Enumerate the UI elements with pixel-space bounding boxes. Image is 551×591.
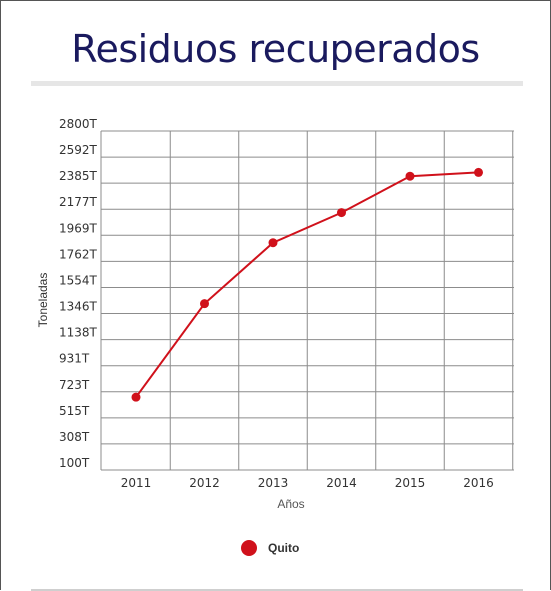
- data-point[interactable]: [131, 392, 141, 402]
- chart-legend[interactable]: Quito: [241, 540, 299, 556]
- data-point[interactable]: [337, 208, 346, 218]
- chart-grid: [100, 130, 514, 471]
- x-tick-label: 2015: [395, 476, 426, 490]
- x-tick-label: 2013: [258, 476, 289, 490]
- x-axis-ticks: 2011 2012 2013 2014 2015 2016: [121, 476, 494, 490]
- y-tick-label: 515T: [59, 404, 90, 418]
- y-tick-label: 1969T: [59, 221, 98, 235]
- series-quito: [131, 167, 483, 402]
- y-tick-label: 723T: [59, 378, 90, 392]
- y-tick-label: 1138T: [59, 326, 98, 340]
- y-tick-label: 308T: [59, 430, 90, 444]
- x-tick-label: 2016: [463, 476, 494, 490]
- data-point[interactable]: [474, 167, 483, 177]
- y-tick-label: 931T: [59, 352, 90, 366]
- series-line: [135, 171, 479, 398]
- x-tick-label: 2014: [326, 476, 357, 490]
- y-tick-label: 1762T: [59, 247, 98, 261]
- bottom-divider: [31, 589, 523, 591]
- data-point[interactable]: [200, 299, 209, 309]
- legend-marker: [241, 540, 257, 556]
- x-axis-label: Años: [277, 497, 304, 511]
- line-chart: 100T 308T 515T 723T 931T 1138T 1346T 1554T 1762T…: [36, 117, 514, 511]
- data-point[interactable]: [405, 171, 415, 181]
- y-tick-label: 100T: [59, 456, 90, 470]
- legend-label-quito: Quito: [268, 541, 300, 555]
- y-tick-label: 2385T: [59, 169, 98, 183]
- y-axis-ticks: 100T 308T 515T 723T 931T 1138T 1346T 1554T 1762T…: [59, 117, 98, 470]
- y-tick-label: 1346T: [59, 300, 98, 314]
- y-tick-label: 2800T: [59, 117, 98, 131]
- y-tick-label: 2177T: [59, 195, 98, 209]
- page-title: Residuos recuperados: [71, 27, 480, 71]
- y-tick-label: 2592T: [59, 143, 98, 157]
- x-tick-label: 2011: [121, 476, 152, 490]
- title-divider: [31, 81, 523, 86]
- x-tick-label: 2012: [189, 476, 220, 490]
- y-tick-label: 1554T: [59, 273, 98, 287]
- y-axis-label: Toneladas: [36, 273, 50, 328]
- data-point[interactable]: [268, 238, 278, 248]
